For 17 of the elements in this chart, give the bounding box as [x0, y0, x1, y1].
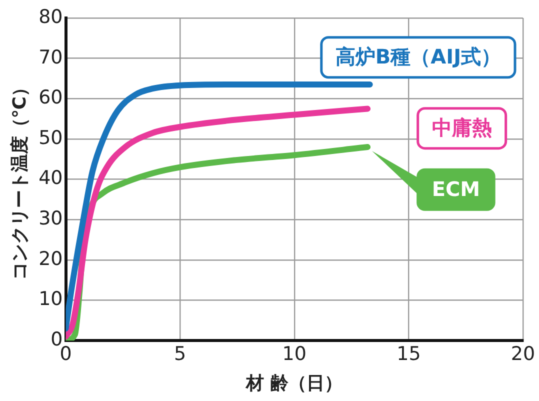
- y-tick-label: 70: [38, 46, 63, 68]
- text: ECM: [432, 176, 480, 201]
- y-tick-label: 40: [38, 167, 63, 190]
- y-tick-label: 50: [38, 126, 63, 149]
- x-tick-label: 20: [510, 342, 536, 365]
- x-axis-title: 材 齢（日）: [245, 372, 343, 394]
- y-tick-label: 20: [38, 248, 63, 270]
- y-tick-label: 60: [38, 86, 63, 109]
- x-tick-label: 10: [282, 342, 306, 365]
- x-tick-label: 5: [174, 342, 186, 365]
- y-tick-label: 80: [38, 6, 63, 28]
- series-label: 高炉B種（AIJ式）: [335, 44, 501, 69]
- x-tick-label: 15: [396, 342, 421, 365]
- y-tick-label: 30: [38, 208, 63, 230]
- y-axis-title: コンクリート温度（℃）: [9, 78, 30, 280]
- y-tick-label: 10: [38, 288, 63, 310]
- text: 中庸熱: [432, 116, 492, 140]
